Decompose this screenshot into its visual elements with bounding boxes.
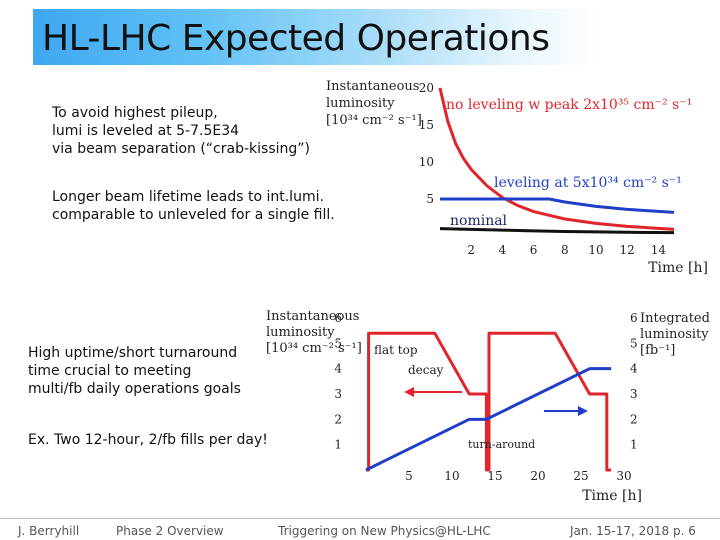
y2-tick-label: 2	[630, 412, 638, 426]
footer-event: Triggering on New Physics@HL-LHC	[278, 524, 491, 538]
x-tick-label: 10	[444, 469, 459, 483]
y2-axis-label-line: [fb⁻¹]	[640, 343, 675, 358]
footer-date-page: Jan. 15-17, 2018 p. 6	[570, 524, 696, 538]
x-tick-label: 14	[651, 243, 667, 257]
slide-title: HL-LHC Expected Operations	[42, 18, 550, 59]
x-tick-label: 10	[588, 243, 603, 257]
series-line	[440, 197, 675, 214]
y2-tick-label: 5	[630, 336, 638, 350]
footer-divider	[0, 518, 720, 519]
integrated-arrow-head	[578, 406, 588, 416]
annotation-decay: decay	[408, 363, 444, 377]
y-axis-label-line: Instantaneous	[326, 79, 419, 94]
x-tick-label: 25	[573, 469, 588, 483]
y-tick-label: 3	[334, 387, 342, 401]
y2-tick-label: 1	[630, 438, 638, 452]
text-line: To avoid highest pileup,	[52, 105, 218, 121]
y2-tick-label: 4	[630, 362, 638, 376]
text-block-3: High uptime/short turnaround time crucia…	[28, 344, 241, 398]
y-axis-label-line: Instantaneous	[266, 309, 359, 324]
text-line: time crucial to meeting	[28, 363, 192, 379]
series-line	[365, 367, 612, 472]
x-tick-label: 15	[487, 469, 502, 483]
x-tick-label: 30	[616, 469, 631, 483]
y-tick-label: 5	[426, 192, 434, 206]
annotation-turnaround: turn-around	[468, 438, 535, 451]
footer-author: J. Berryhill	[18, 524, 80, 538]
x-tick-label: 4	[499, 243, 507, 257]
decay-arrow-head	[404, 387, 414, 397]
x-tick-label: 6	[530, 243, 538, 257]
text-block-2: Longer beam lifetime leads to int.lumi. …	[52, 188, 335, 224]
x-tick-label: 12	[620, 243, 635, 257]
y2-tick-label: 3	[630, 387, 638, 401]
annotation-flat-top: flat top	[374, 343, 418, 357]
y2-axis-label-line: Integrated	[640, 311, 710, 326]
y-tick-label: 15	[419, 118, 434, 132]
x-axis-label: Time [h]	[582, 488, 642, 504]
series-line	[439, 227, 675, 235]
x-tick-label: 8	[561, 243, 569, 257]
y2-axis-label-line: luminosity	[640, 327, 709, 342]
x-axis-label: Time [h]	[648, 260, 708, 276]
series-label: no leveling w peak 2x10³⁵ cm⁻² s⁻¹	[446, 97, 692, 113]
y-axis-label-line: luminosity	[326, 96, 395, 111]
footer-section: Phase 2 Overview	[116, 524, 224, 538]
y-tick-label: 6	[334, 311, 342, 325]
y-axis-label-line: [10³⁴ cm⁻² s⁻¹]	[266, 341, 362, 356]
series-label: nominal	[450, 213, 508, 229]
leveling-chart: Instantaneous luminosity [10³⁴ cm⁻² s⁻¹] 5 1…	[326, 79, 708, 276]
series-line	[366, 331, 612, 472]
text-line: lumi is leveled at 5-7.5E34	[52, 123, 240, 139]
y-tick-label: 1	[334, 438, 342, 452]
x-tick-label: 20	[530, 469, 545, 483]
y-axis-label-line: luminosity	[266, 325, 335, 340]
text-line: multi/fb daily operations goals	[28, 381, 241, 397]
y-tick-label: 10	[419, 155, 434, 169]
title-bar	[33, 9, 603, 65]
y2-tick-label: 6	[630, 311, 638, 325]
x-tick-label: 2	[467, 243, 475, 257]
y-tick-label: 2	[334, 412, 342, 426]
y-tick-label: 4	[334, 362, 342, 376]
text-line: Longer beam lifetime leads to int.lumi.	[52, 189, 324, 205]
x-tick-label: 5	[405, 469, 413, 483]
text-line: via beam separation (“crab-kissing”)	[52, 141, 310, 157]
y-tick-label: 20	[419, 81, 434, 95]
text-block-4: Ex. Two 12-hour, 2/fb fills per day!	[28, 432, 268, 448]
y-tick-label: 5	[334, 336, 342, 350]
y-axis-label-line: [10³⁴ cm⁻² s⁻¹]	[326, 113, 422, 128]
text-line: comparable to unleveled for a single fil…	[52, 207, 335, 223]
text-block-1: To avoid highest pileup, lumi is leveled…	[52, 104, 310, 158]
text-line: High uptime/short turnaround	[28, 345, 238, 361]
series-label: leveling at 5x10³⁴ cm⁻² s⁻¹	[494, 175, 682, 191]
